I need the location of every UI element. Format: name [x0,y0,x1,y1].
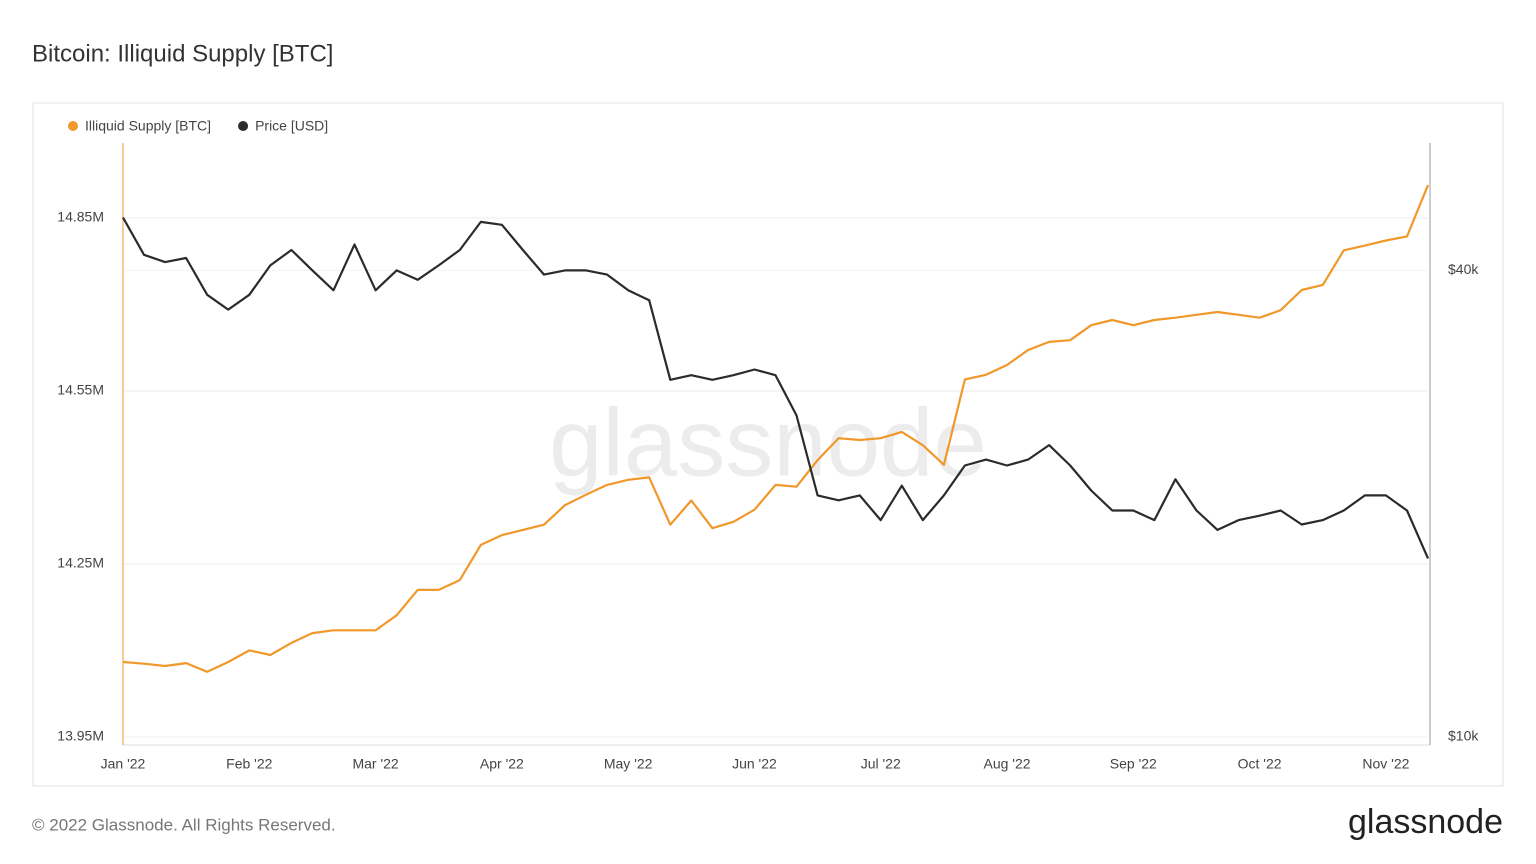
series-line [122,184,1430,673]
x-tick-label: Jan '22 [101,756,146,772]
x-tick-label: Jul '22 [861,756,901,772]
y-tick-label: 13.95M [57,728,104,744]
chart-frame [32,102,1504,787]
y2-tick-label: $10k [1448,728,1479,744]
legend-marker [68,121,78,131]
y-tick-label: 14.85M [57,209,104,225]
x-tick-label: Aug '22 [984,756,1031,772]
legend-label: Illiquid Supply [BTC] [85,118,211,134]
series-line [122,216,1430,559]
chart-title: Bitcoin: Illiquid Supply [BTC] [32,40,333,67]
footer: © 2022 Glassnode. All Rights Reserved. [32,815,336,834]
y2-tick-label: $40k [1448,261,1479,277]
y-tick-label: 14.55M [57,382,104,398]
x-tick-label: Apr '22 [480,756,524,772]
x-tick-label: Jun '22 [732,756,777,772]
x-tick-label: Mar '22 [352,756,398,772]
x-tick-label: Nov '22 [1362,756,1409,772]
x-tick-label: Oct '22 [1238,756,1282,772]
x-tick-label: May '22 [604,756,653,772]
legend-label: Price [USD] [255,118,328,134]
x-tick-label: Feb '22 [226,756,272,772]
watermark: glassnode [549,389,987,496]
y-tick-label: 14.25M [57,555,104,571]
legend-marker [238,121,249,131]
logo: glassnode [1348,803,1503,841]
x-tick-label: Sep '22 [1110,756,1157,772]
